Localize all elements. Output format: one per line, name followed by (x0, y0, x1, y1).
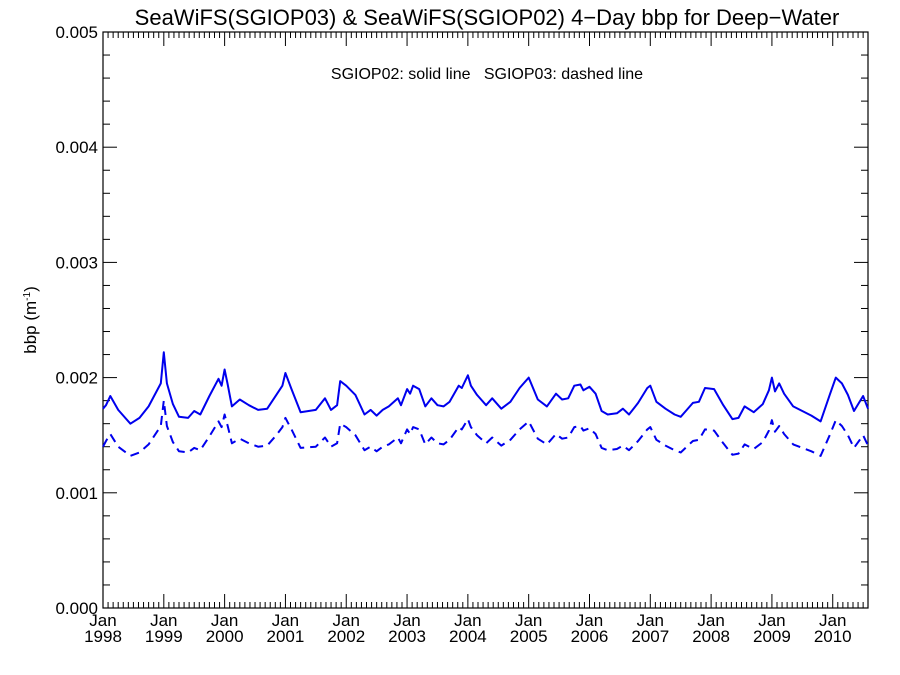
x-tick-label-month: Jan (89, 611, 116, 630)
y-tick-label: 0.005 (55, 23, 98, 42)
x-tick-label-month: Jan (576, 611, 603, 630)
x-tick-label-month: Jan (393, 611, 420, 630)
y-axis-label: bbp (m-1) (21, 286, 40, 354)
x-tick-label-year: 2006 (571, 627, 609, 646)
y-tick-label: 0.001 (55, 484, 98, 503)
x-tick-label-year: 2007 (631, 627, 669, 646)
x-tick-label-month: Jan (697, 611, 724, 630)
x-tick-label-year: 2008 (692, 627, 730, 646)
x-tick-label-month: Jan (637, 611, 664, 630)
y-axis-label-main: bbp (m (21, 301, 40, 354)
y-axis-label-sup: -1 (22, 291, 33, 300)
y-tick-label: 0.003 (55, 253, 98, 272)
x-tick-label-month: Jan (272, 611, 299, 630)
x-tick-label-year: 2010 (814, 627, 852, 646)
x-axis: Jan1998Jan1999Jan2000Jan2001Jan2002Jan20… (84, 32, 864, 646)
x-tick-label-year: 2002 (327, 627, 365, 646)
y-axis: 0.000 0.001 0.002 0.003 0.004 0.005 (55, 23, 868, 618)
series-line-sgiop03 (102, 399, 869, 457)
x-tick-label-year: 2003 (388, 627, 426, 646)
y-axis-label-close: ) (21, 286, 40, 292)
chart-annotation: SGIOP02: solid line SGIOP03: dashed line (331, 66, 643, 83)
x-tick-label-year: 2004 (449, 627, 487, 646)
x-tick-label-year: 2000 (206, 627, 244, 646)
x-tick-label-year: 2009 (753, 627, 791, 646)
x-tick-label-month: Jan (758, 611, 785, 630)
plot-frame (102, 31, 869, 609)
chart-title: SeaWiFS(SGIOP03) & SeaWiFS(SGIOP02) 4−Da… (135, 5, 840, 30)
x-tick-label-month: Jan (819, 611, 846, 630)
y-tick-label: 0.000 (55, 599, 98, 618)
series-line-sgiop02 (102, 351, 869, 425)
x-tick-label-year: 2001 (267, 627, 305, 646)
y-tick-label: 0.002 (55, 369, 98, 388)
x-tick-label-month: Jan (211, 611, 238, 630)
x-tick-label-year: 1999 (145, 627, 183, 646)
x-tick-label-month: Jan (150, 611, 177, 630)
x-tick-label-month: Jan (515, 611, 542, 630)
x-tick-label-year: 2005 (510, 627, 548, 646)
series-layer (102, 351, 869, 457)
x-tick-label-month: Jan (333, 611, 360, 630)
y-tick-label: 0.004 (55, 138, 98, 157)
x-tick-label-year: 1998 (84, 627, 122, 646)
x-tick-label-month: Jan (454, 611, 481, 630)
